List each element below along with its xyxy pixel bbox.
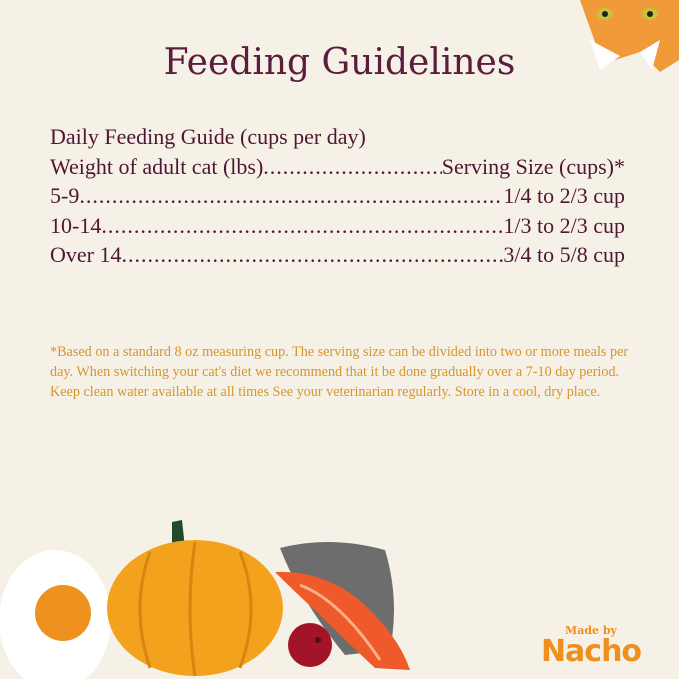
header-weight: Weight of adult cat (lbs) — [50, 153, 264, 179]
brand-name: Nacho — [540, 634, 642, 669]
dot-leader — [101, 213, 503, 239]
feeding-guide: Daily Feeding Guide (cups per day) Weigh… — [50, 124, 625, 272]
pumpkin-icon — [107, 520, 283, 677]
serving-cell: 1/4 to 2/3 cup — [503, 183, 625, 208]
weight-cell: Over 14 — [50, 242, 122, 267]
cat-face-icon — [580, 0, 679, 72]
table-row: 5-9 1/4 to 2/3 cup — [50, 183, 625, 213]
page-title: Feeding Guidelines — [163, 42, 516, 83]
serving-cell: 1/3 to 2/3 cup — [503, 212, 625, 238]
guide-heading-text: Daily Feeding Guide (cups per day) — [50, 124, 366, 149]
serving-cell: 3/4 to 5/8 cup — [503, 242, 625, 267]
footnote: *Based on a standard 8 oz measuring cup.… — [50, 344, 629, 400]
weight-cell: 10-14 — [50, 212, 102, 238]
guide-heading: Daily Feeding Guide (cups per day) — [50, 124, 625, 154]
guide-header-row: Weight of adult cat (lbs) Serving Size (c… — [50, 154, 625, 184]
dot-leader — [263, 154, 441, 180]
dot-leader — [79, 183, 503, 209]
header-serving: Serving Size (cups)* — [441, 153, 625, 179]
egg-icon — [0, 550, 111, 679]
brand-logo: Made by Nacho — [516, 624, 666, 667]
salmon-icon — [275, 571, 410, 670]
cranberry-icon — [288, 623, 332, 667]
table-row: Over 14 3/4 to 5/8 cup — [50, 242, 625, 272]
table-row: 10-14 1/3 to 2/3 cup — [50, 213, 625, 243]
weight-cell: 5-9 — [50, 183, 80, 208]
made-by-text: Made by — [565, 624, 617, 637]
dot-leader — [121, 242, 503, 268]
